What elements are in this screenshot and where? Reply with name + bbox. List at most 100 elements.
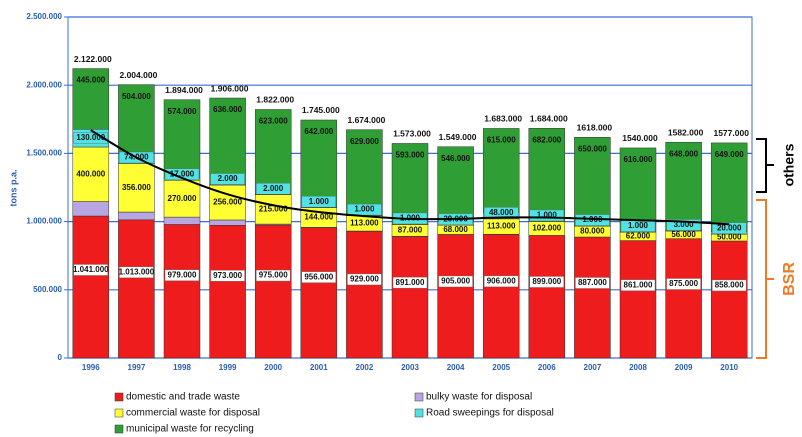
x-tick-label: 2006 [538, 363, 556, 372]
bar-segment [209, 219, 246, 226]
data-label: 400.000 [76, 169, 105, 178]
bar-segment [619, 147, 657, 233]
label-box [484, 275, 519, 288]
bar-segment [254, 109, 292, 195]
legend-label: domestic and trade waste [126, 392, 240, 403]
data-label: 20.000 [717, 223, 742, 232]
data-label: 973.000 [213, 271, 242, 280]
bar-segment [665, 238, 702, 359]
data-label: 87.000 [398, 226, 423, 235]
x-tick-label: 2000 [264, 363, 282, 372]
data-label: 102.000 [532, 224, 561, 233]
legend-label: bulky waste for disposal [426, 392, 532, 403]
x-tick-label: 2005 [492, 363, 510, 372]
label-box [256, 269, 291, 282]
x-tick-label: 2003 [401, 363, 419, 372]
bar-segment [72, 146, 110, 202]
label-box [347, 273, 382, 286]
legend-swatch [114, 408, 124, 418]
data-label: 1.013.000 [119, 267, 155, 276]
y-tick-label: 500.000 [33, 285, 62, 294]
bar-segment [254, 224, 292, 359]
label-box [712, 279, 747, 292]
data-label: 68.000 [443, 225, 468, 234]
bar-segment [163, 216, 201, 225]
label-box [164, 269, 200, 281]
bar-segment [163, 224, 201, 359]
data-label: 50.000 [717, 233, 742, 242]
bar-segment [710, 142, 748, 232]
data-label: 682.000 [532, 135, 561, 144]
bar-segment [710, 240, 748, 359]
data-label: 650.000 [578, 144, 607, 153]
bar-segment [482, 128, 520, 213]
label-box [438, 275, 473, 288]
data-label: 80.000 [580, 227, 605, 236]
x-tick-label: 1998 [173, 363, 191, 372]
bar-segment [574, 236, 611, 359]
bsr-bracket [756, 199, 774, 359]
bar-segment [482, 234, 520, 359]
y-tick-label: 2.500.000 [26, 12, 62, 21]
y-tick-label: 1.500.000 [26, 149, 62, 158]
data-label: 1.041.000 [73, 265, 109, 274]
data-label: 906.000 [487, 276, 516, 285]
total-label: 1577.000 [713, 128, 749, 138]
label-box [164, 168, 200, 180]
label-box [712, 222, 747, 234]
legend-swatch [114, 392, 124, 402]
data-label: 48.000 [489, 208, 514, 217]
bar-segment [72, 68, 110, 130]
data-label: 2.000 [218, 174, 239, 183]
data-label: 615.000 [487, 136, 516, 145]
bar-segment [209, 225, 246, 359]
label-box [666, 278, 701, 290]
data-label: 616.000 [624, 155, 653, 164]
data-label: 270.000 [168, 194, 197, 203]
data-label: 929.000 [350, 275, 379, 284]
label-box [575, 277, 610, 289]
bar-segment [437, 146, 474, 222]
bar-segment [118, 211, 155, 221]
label-box [347, 203, 382, 216]
legend-swatch [414, 392, 424, 402]
y-tick-label: 2.000.000 [26, 80, 62, 89]
data-label: 887.000 [578, 278, 607, 287]
data-label: 445.000 [76, 76, 105, 85]
bar-segment [619, 240, 657, 359]
data-label: 546.000 [441, 154, 470, 163]
data-label: 899.000 [532, 277, 561, 286]
y-tick-label: 0 [58, 353, 63, 362]
data-label: 891.000 [396, 278, 425, 287]
label-box [119, 266, 154, 279]
trend-line [90, 129, 730, 226]
x-tick-label: 2008 [629, 363, 647, 372]
total-label: 1.745.000 [302, 105, 340, 115]
data-label: 574.000 [168, 107, 197, 116]
total-label: 1.573.000 [393, 129, 431, 139]
total-label: 1.822.000 [256, 95, 294, 105]
y-axis-label: tons p.a. [8, 169, 18, 206]
data-label: 1.000 [354, 205, 375, 214]
bar-segment [118, 219, 155, 359]
x-tick-label: 1999 [219, 363, 237, 372]
data-label: 648.000 [669, 149, 698, 158]
bar-segment [118, 163, 155, 213]
bar-segment [346, 129, 383, 216]
data-label: 356.000 [122, 183, 151, 192]
total-label: 1.906.000 [211, 83, 249, 93]
data-label: 629.000 [350, 137, 379, 146]
bar-segment [665, 141, 702, 231]
bar-segment [391, 236, 429, 359]
bar-segment [437, 234, 474, 359]
data-label: 975.000 [259, 271, 288, 280]
data-label: 130.000 [76, 133, 105, 142]
data-label: 858.000 [715, 281, 744, 290]
bar-segment [163, 180, 201, 218]
bar-segment [72, 201, 110, 217]
x-tick-label: 1996 [82, 363, 100, 372]
data-label: 956.000 [304, 272, 333, 281]
data-label: 17.000 [170, 169, 195, 178]
bar-segment [528, 128, 566, 222]
label-box [392, 276, 428, 289]
